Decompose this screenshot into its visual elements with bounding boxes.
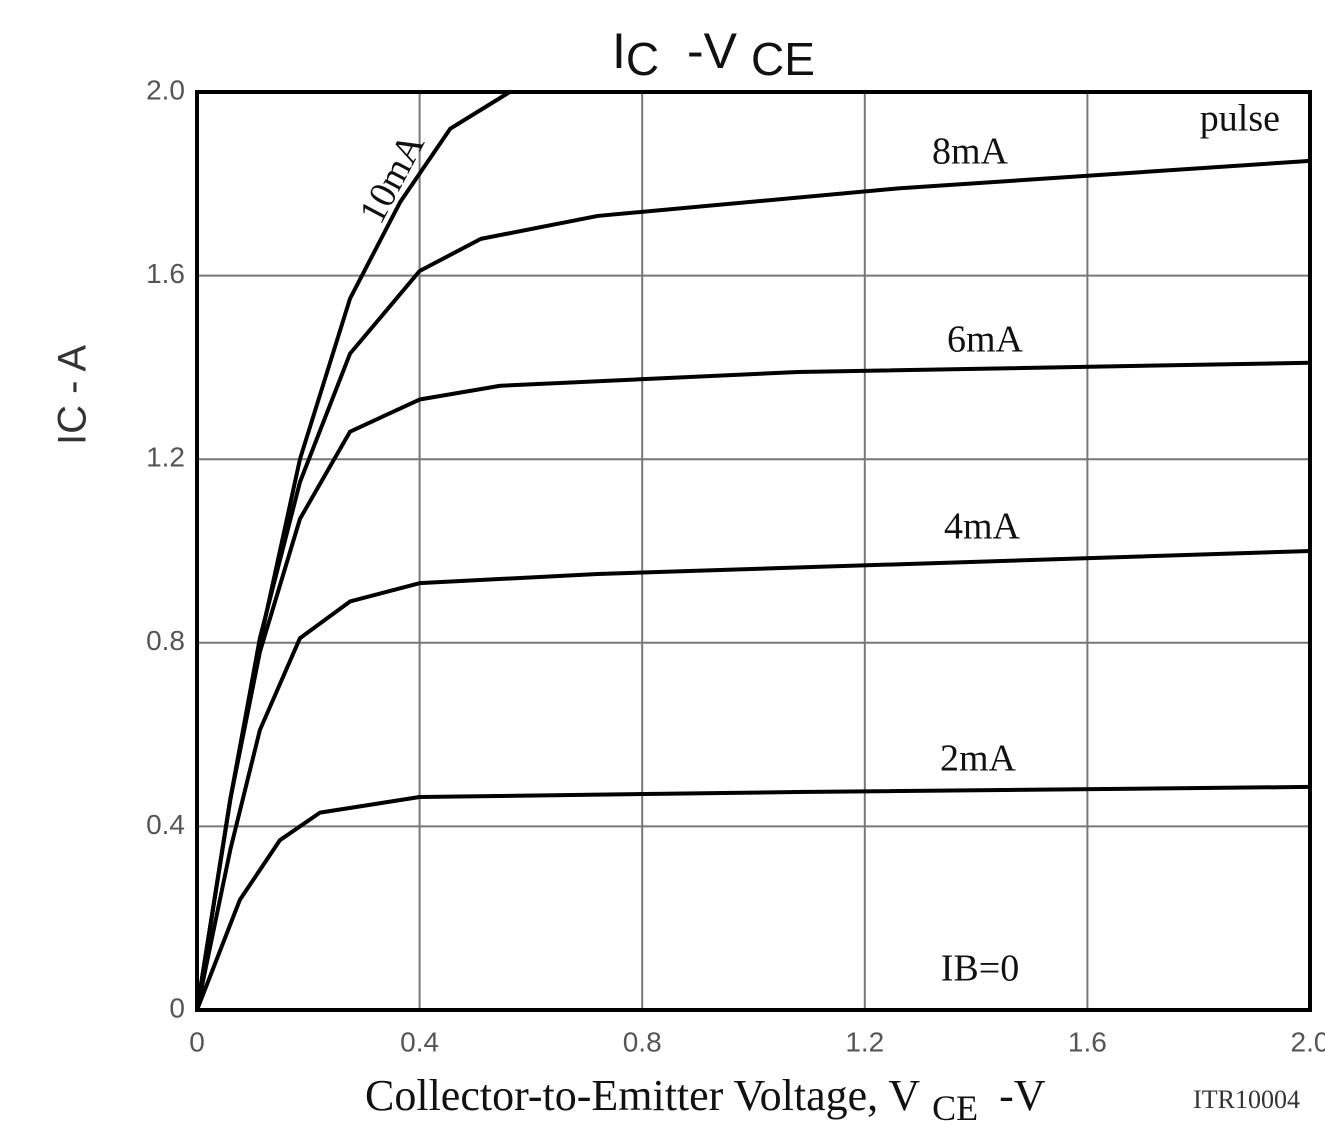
series-label: IB=0 xyxy=(941,948,1019,990)
series-label: 6mA xyxy=(947,319,1024,361)
annotation: pulse xyxy=(1200,98,1280,140)
series-label: 10mA xyxy=(351,126,433,230)
x-tick-label: 1.6 xyxy=(1068,1026,1107,1057)
series-line xyxy=(195,549,1311,1011)
xlabel-part: Collector-to-Emitter Voltage, V xyxy=(365,1071,920,1120)
y-tick-label: 0.8 xyxy=(146,625,185,656)
y-tick-label: 1.2 xyxy=(146,442,185,473)
series-line xyxy=(195,90,511,1011)
series-label: 8mA xyxy=(932,131,1009,173)
xlabel-sub: CE xyxy=(932,1088,978,1128)
series-line xyxy=(195,158,1311,1011)
annotation: ITR10004 xyxy=(1193,1085,1300,1114)
y-tick-label: 1.6 xyxy=(146,258,185,289)
series-line xyxy=(195,360,1311,1011)
y-tick-label: 0.4 xyxy=(146,809,185,840)
title-part: I xyxy=(612,23,626,79)
y-axis-label: IC - A xyxy=(51,345,95,445)
series-label: 2mA xyxy=(940,738,1017,780)
x-axis-label: Collector-to-Emitter Voltage, V CE -V xyxy=(365,1071,1046,1128)
y-tick-label: 2.0 xyxy=(146,74,185,105)
x-tick-label: 2.0 xyxy=(1291,1026,1325,1057)
title-sub: CE xyxy=(751,33,815,85)
x-tick-label: 1.2 xyxy=(845,1026,884,1057)
chart-title: IC -V CE xyxy=(612,23,815,85)
plot-frame xyxy=(195,90,1312,1012)
y-tick-label: 0 xyxy=(169,992,185,1023)
title-sub: C xyxy=(626,33,659,85)
x-tick-label: 0.4 xyxy=(400,1026,439,1057)
series-line xyxy=(195,784,1311,1011)
xlabel-part: -V xyxy=(988,1071,1046,1120)
series-label: 4mA xyxy=(944,506,1021,548)
x-tick-label: 0.8 xyxy=(623,1026,662,1057)
x-tick-label: 0 xyxy=(189,1026,205,1057)
title-part: -V xyxy=(673,23,738,79)
